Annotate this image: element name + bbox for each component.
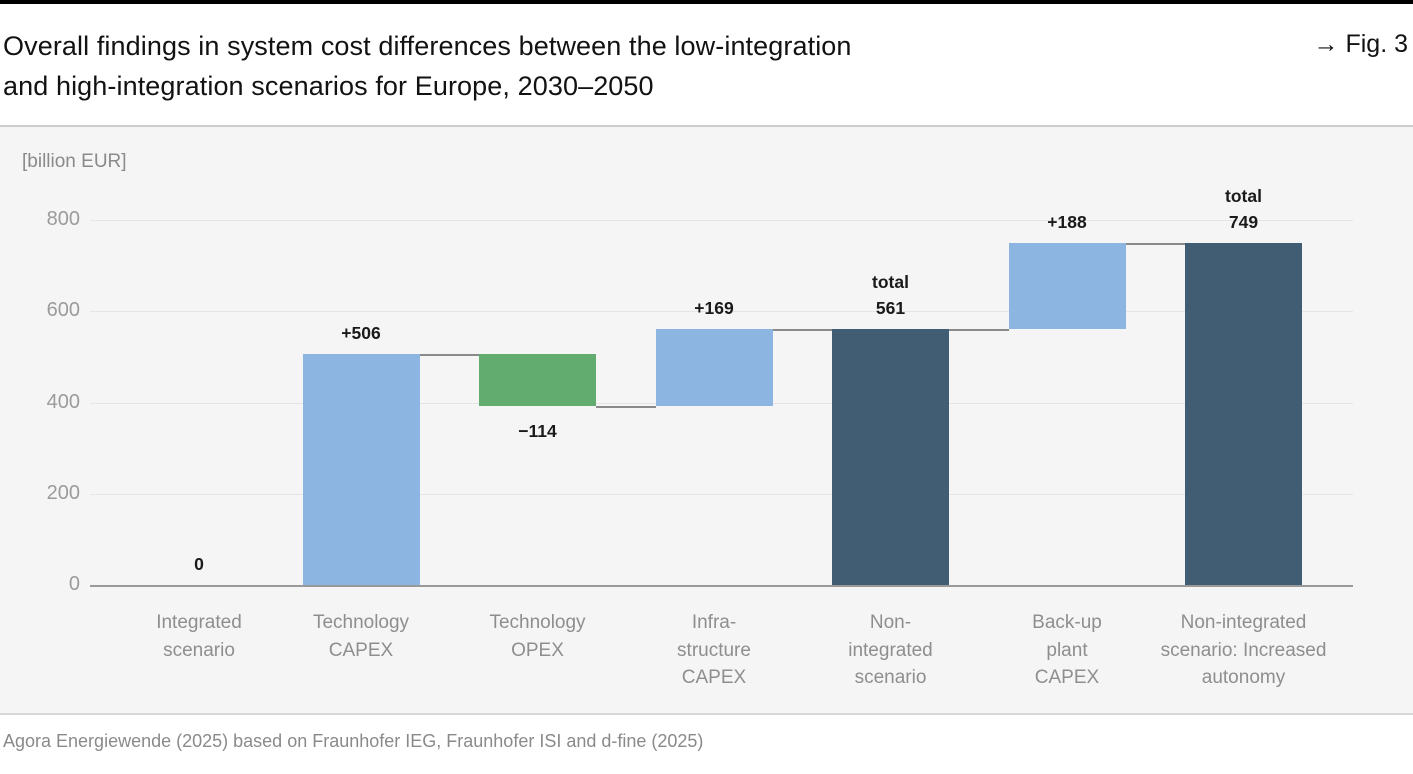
bar-value-label-1: +506 xyxy=(341,323,381,344)
gridline-800 xyxy=(90,220,1353,221)
figure-title: Overall findings in system cost differen… xyxy=(3,26,852,106)
bar-value-label-4: total 561 xyxy=(872,272,909,319)
waterfall-bar-3 xyxy=(655,329,773,407)
x-axis-label-6: Non-integrated scenario: Increased auton… xyxy=(1160,612,1327,688)
figure-title-line-1: Overall findings in system cost differen… xyxy=(3,31,852,61)
bar-connector-1 xyxy=(419,354,479,356)
x-axis-label-5: Back-up plant CAPEX xyxy=(1032,612,1102,688)
y-tick-label-0: 0 xyxy=(68,573,80,595)
bar-value-label-0: 0 xyxy=(194,554,204,574)
y-tick-label-800: 800 xyxy=(46,208,80,230)
bar-connector-4 xyxy=(949,329,1009,331)
y-axis-unit-label: [billion EUR] xyxy=(22,151,127,172)
header: Overall findings in system cost differen… xyxy=(0,4,1413,125)
bar-value-label-2: −114 xyxy=(518,421,557,442)
bar-value-label-5: +188 xyxy=(1047,212,1087,233)
waterfall-bar-2 xyxy=(479,354,596,407)
figure-title-line-2: and high-integration scenarios for Europ… xyxy=(3,71,654,101)
x-axis-label-2: Technology OPEX xyxy=(489,612,586,661)
bar-connector-3 xyxy=(772,329,832,331)
y-tick-label-400: 400 xyxy=(46,390,80,413)
bar-connector-2 xyxy=(596,406,656,408)
waterfall-bar-6 xyxy=(1185,243,1302,585)
header-divider xyxy=(0,125,1413,127)
bar-value-label-3: +169 xyxy=(694,298,734,319)
axis-baseline xyxy=(90,585,1353,587)
waterfall-bar-1 xyxy=(302,354,420,585)
bar-connector-5 xyxy=(1125,243,1185,245)
top-accent-bar xyxy=(0,0,1413,4)
figure-reference: → Fig. 3 xyxy=(1314,30,1408,59)
x-axis-label-4: Non- integrated scenario xyxy=(848,612,933,688)
figure-reference-label: Fig. 3 xyxy=(1345,30,1408,58)
arrow-right-icon: → xyxy=(1313,30,1339,58)
x-axis-label-1: Technology CAPEX xyxy=(312,612,410,661)
gridline-200 xyxy=(90,493,1353,495)
y-tick-label-600: 600 xyxy=(46,299,80,322)
chart-panel: [billion EUR] 0 200 400 600 800 0 Integrated s… xyxy=(0,127,1413,715)
x-axis-label-3: Infra- structure CAPEX xyxy=(677,612,751,688)
x-axis-label-0: Integrated scenario xyxy=(156,612,242,661)
bar-value-label-6: total 749 xyxy=(1225,186,1262,233)
waterfall-bar-4 xyxy=(832,329,949,585)
source-text: Agora Energiewende (2025) based on Fraun… xyxy=(3,731,704,751)
waterfall-bar-5 xyxy=(1008,243,1126,330)
gridline-600 xyxy=(90,311,1353,313)
y-tick-label-200: 200 xyxy=(46,481,80,504)
